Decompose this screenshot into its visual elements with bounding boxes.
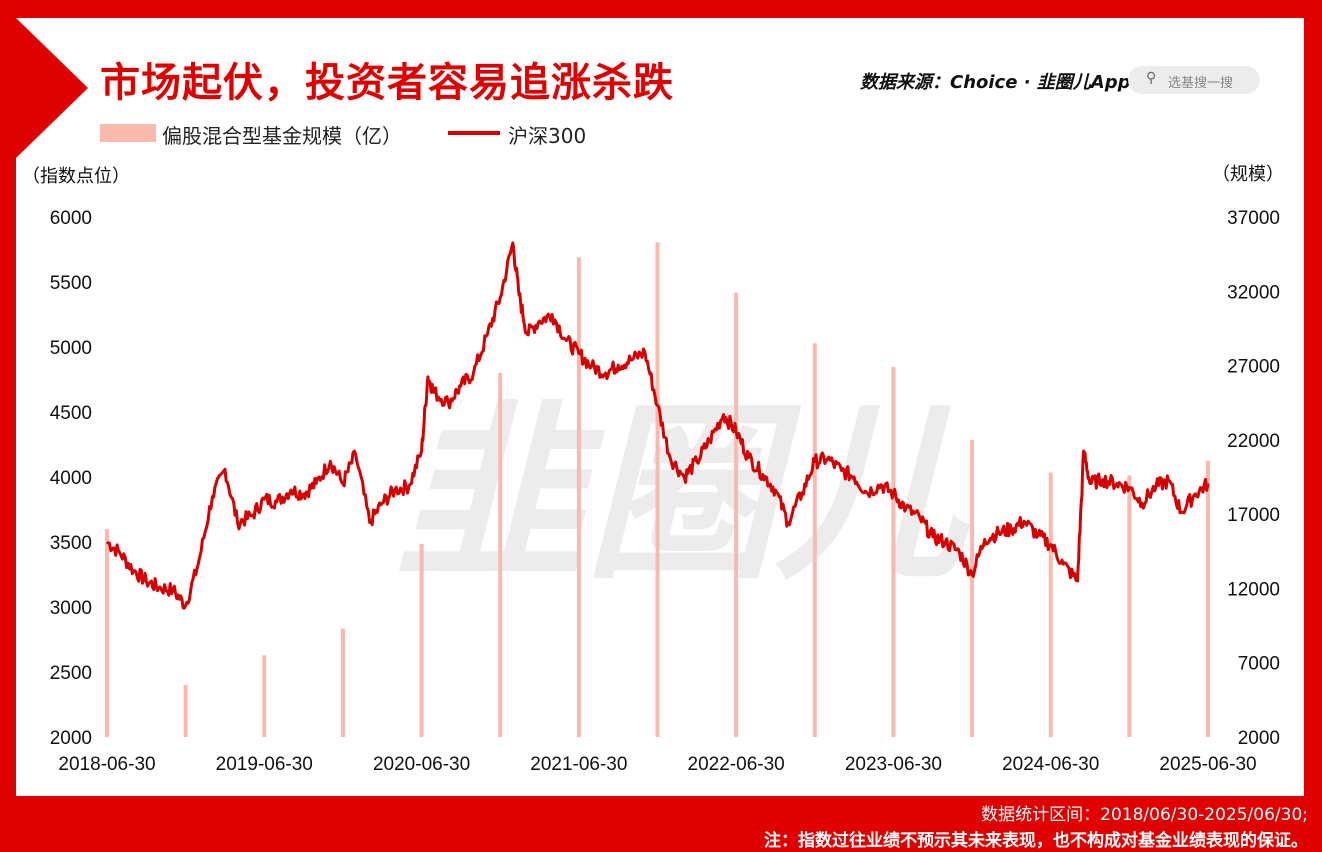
legend-bar-swatch [100, 124, 156, 142]
footer-range: 数据统计区间：2018/06/30-2025/06/30; [981, 805, 1308, 825]
watermark-logo: 韭圈儿 [395, 384, 971, 605]
x-tick-label: 2019-06-30 [216, 754, 313, 775]
x-tick-label: 2020-06-30 [373, 754, 470, 775]
fund-size-bar [734, 292, 739, 737]
search-icon: ⚲ [1146, 70, 1157, 86]
left-tick-label: 4500 [50, 403, 92, 424]
right-tick-label: 22000 [1227, 431, 1280, 452]
fund-size-bar [576, 257, 581, 737]
right-tick-label: 32000 [1227, 282, 1280, 303]
fund-size-bar [655, 242, 660, 737]
x-tick-label: 2025-06-30 [1159, 754, 1256, 775]
fund-size-bar [1048, 472, 1053, 737]
footer-note: 注：指数过往业绩不预示其未来表现，也不构成对基金业绩表现的保证。 [764, 831, 1308, 851]
x-tick-label: 2021-06-30 [530, 754, 627, 775]
search-box[interactable]: ⚲ 选基搜一搜 [1128, 66, 1260, 94]
right-tick-label: 27000 [1227, 357, 1280, 378]
data-source: 数据来源：Choice · 韭圈儿App [860, 72, 1131, 93]
legend-line-swatch [448, 131, 500, 135]
right-tick-label: 37000 [1227, 208, 1280, 229]
page-title: 市场起伏，投资者容易追涨杀跌 [100, 60, 674, 106]
right-axis-label: （规模） [1212, 164, 1284, 185]
fund-size-bar [340, 628, 345, 737]
right-tick-label: 7000 [1238, 654, 1280, 675]
fund-size-bar [419, 543, 424, 737]
left-tick-label: 4000 [50, 468, 92, 489]
corner-triangle [16, 18, 88, 158]
fund-size-bar [105, 529, 109, 737]
left-tick-label: 3500 [50, 533, 92, 554]
csi300-line [105, 241, 1210, 610]
left-tick-label: 5000 [50, 338, 92, 359]
x-tick-label: 2024-06-30 [1002, 754, 1099, 775]
left-axis-label: （指数点位） [22, 166, 130, 187]
fund-size-bar [891, 367, 896, 737]
x-tick-label: 2023-06-30 [845, 754, 942, 775]
right-tick-label: 12000 [1227, 579, 1280, 600]
right-tick-label: 2000 [1238, 728, 1280, 749]
fund-size-bar [970, 439, 975, 737]
legend-line-label: 沪深300 [508, 124, 587, 148]
fund-size-bar [498, 373, 503, 737]
x-tick-label: 2022-06-30 [688, 754, 785, 775]
left-tick-label: 2500 [50, 663, 92, 684]
left-tick-label: 2000 [50, 728, 92, 749]
fund-size-bar [1127, 475, 1132, 737]
fund-size-bar [262, 655, 267, 737]
x-tick-label: 2018-06-30 [58, 754, 155, 775]
fund-size-bar [183, 685, 188, 737]
right-tick-label: 17000 [1227, 505, 1280, 526]
fund-size-bar [1206, 460, 1210, 737]
left-tick-label: 5500 [50, 273, 92, 294]
search-placeholder: 选基搜一搜 [1168, 76, 1234, 91]
left-tick-label: 3000 [50, 598, 92, 619]
legend-bar-label: 偏股混合型基金规模（亿） [162, 124, 402, 148]
left-tick-label: 6000 [50, 208, 92, 229]
fund-size-bar [812, 343, 817, 737]
